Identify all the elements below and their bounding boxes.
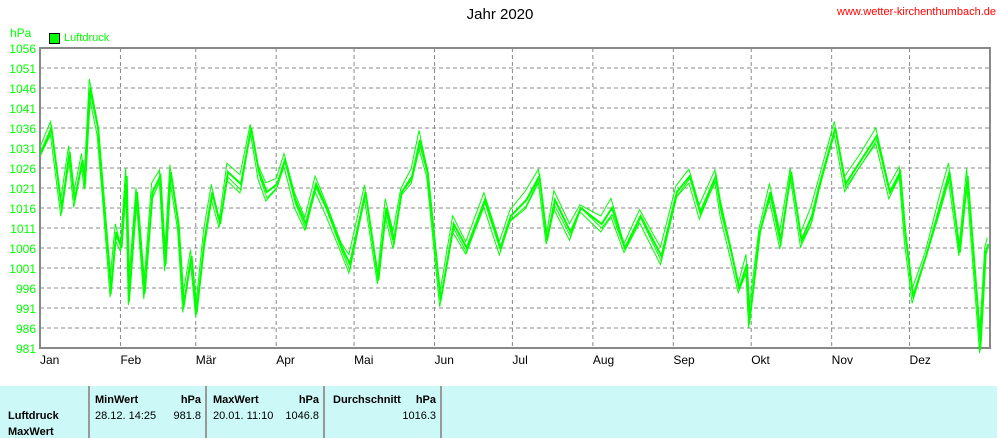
x-tick-label: Aug (593, 353, 614, 367)
min-column: MinWert hPa 28.12. 14:25 981.8 (88, 386, 205, 438)
x-tick-label: Jul (512, 353, 527, 367)
site-link[interactable]: www.wetter-kirchenthumbach.de (837, 6, 996, 18)
x-tick-label: Sep (673, 353, 695, 367)
y-tick-label: 981 (16, 342, 36, 356)
max-column: MaxWert hPa 20.01. 11:10 1046.8 (205, 386, 323, 438)
row-label: Luftdruck (8, 410, 59, 422)
min-value: 981.8 (173, 410, 201, 422)
avg-value: 1016.3 (402, 410, 436, 422)
x-tick-label: Apr (276, 353, 295, 367)
avg-header: Durchschnitt (333, 394, 401, 406)
y-tick-label: 1011 (10, 222, 36, 236)
legend-swatch (49, 32, 60, 44)
max-unit: hPa (298, 394, 319, 406)
y-tick-label: 1041 (9, 102, 36, 116)
x-tick-label: Mär (196, 353, 217, 367)
y-tick-label: 1036 (9, 122, 36, 136)
chart-title: Jahr 2020 (466, 6, 534, 23)
max-time: 20.01. 11:10 (213, 410, 274, 422)
y-tick-label: 1021 (9, 182, 36, 196)
avg-column: Durchschnitt hPa 1016.3 (323, 386, 440, 438)
y-tick-label: 1046 (9, 82, 36, 96)
y-tick-label: 1031 (9, 142, 36, 156)
y-axis-unit: hPa (10, 26, 32, 40)
chart-plot: 981 986 991 996 1001 1006 1011 1016 1021 1026 1031… (9, 42, 991, 367)
y-tick-label: 1016 (9, 202, 36, 216)
x-tick-label: Jan (40, 353, 59, 367)
y-tick-label: 1026 (9, 162, 36, 176)
x-tick-label: Jun (435, 353, 454, 367)
row-label-2: MaxWert (8, 426, 54, 438)
x-tick-label: Mai (354, 353, 373, 367)
y-tick-label: 986 (16, 322, 36, 336)
stats-table: Luftdruck MaxWert MinWert hPa 28.12. 14:… (0, 386, 997, 438)
y-tick-label: 1006 (9, 242, 36, 256)
min-time: 28.12. 14:25 (95, 410, 157, 422)
x-tick-label: Okt (751, 353, 770, 367)
max-header: MaxWert (213, 394, 259, 406)
legend: Luftdruck (49, 32, 109, 44)
x-tick-label: Dez (910, 353, 931, 367)
table-divider (440, 386, 442, 438)
legend-label: Luftdruck (64, 32, 110, 44)
x-tick-label: Nov (832, 353, 853, 367)
y-tick-label: 996 (16, 282, 36, 296)
series-line-luftdruck (40, 93, 989, 351)
min-header: MinWert (95, 394, 139, 406)
min-unit: hPa (180, 394, 201, 406)
y-tick-label: 991 (16, 302, 36, 316)
y-tick-label: 1001 (9, 262, 36, 276)
y-tick-label: 1051 (9, 62, 36, 76)
x-tick-label: Feb (120, 353, 141, 367)
series-line-luftdruck (39, 96, 988, 354)
avg-unit: hPa (415, 394, 436, 406)
y-tick-label: 1056 (9, 42, 36, 56)
max-value: 1046.8 (285, 410, 319, 422)
plot-frame (39, 47, 991, 349)
